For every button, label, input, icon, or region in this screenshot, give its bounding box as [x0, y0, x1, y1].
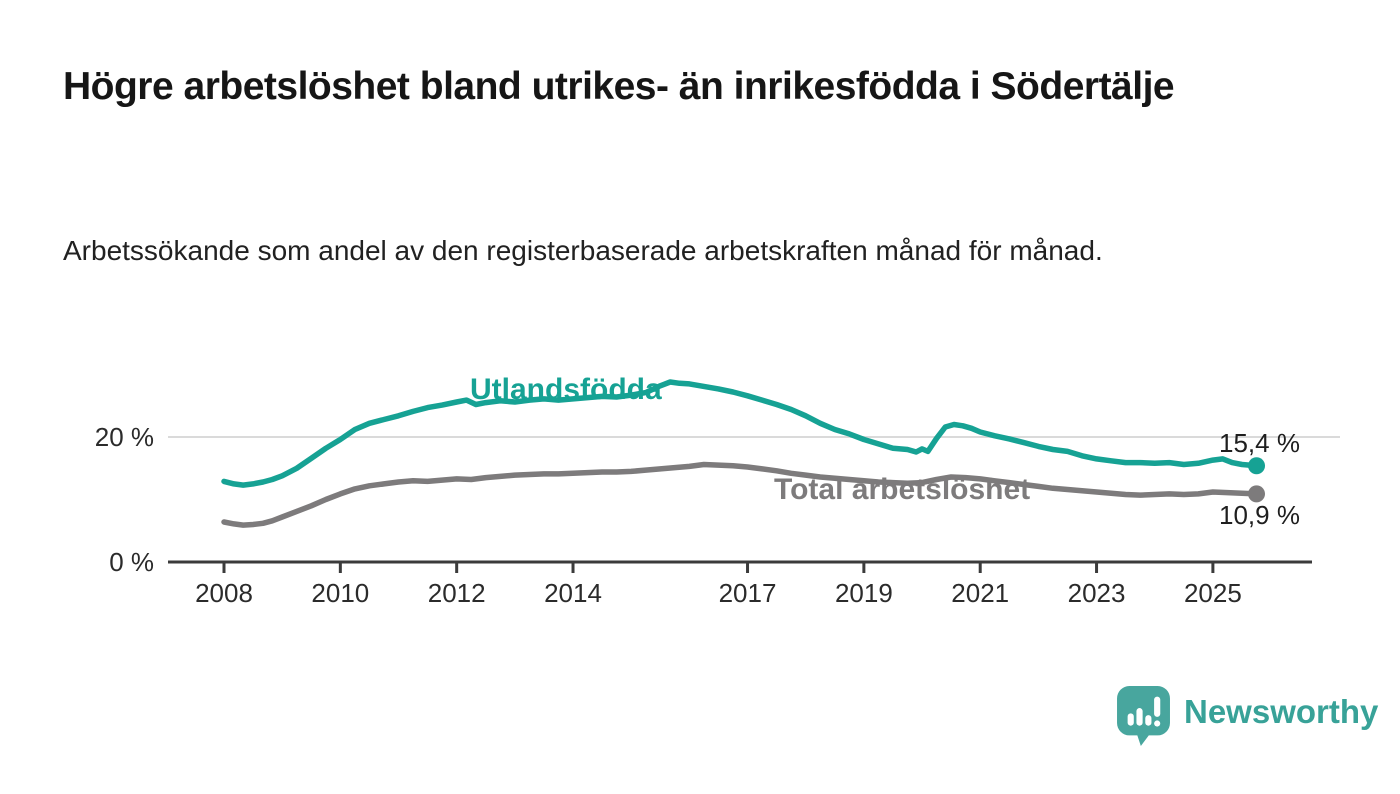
x-tick-label: 2021 [951, 578, 1010, 608]
series-end-dot [1248, 485, 1266, 503]
y-tick-label: 20 % [94, 422, 154, 452]
end-value-label-total: 10,9 % [1219, 500, 1300, 530]
newsworthy-logo: Newsworthy [1117, 686, 1378, 746]
x-tick-label: 2025 [1183, 578, 1242, 608]
end-value-label-utlandsfodda: 15,4 % [1219, 428, 1300, 458]
page-title: Högre arbetslöshet bland utrikes- än inr… [63, 65, 1175, 108]
series-line [221, 461, 1260, 528]
x-tick-label: 2023 [1067, 578, 1126, 608]
y-tick-label: 0 % [109, 547, 154, 577]
x-tick-label: 2014 [544, 578, 602, 608]
x-tick-label: 2010 [311, 578, 370, 608]
newsworthy-wordmark: Newsworthy [1184, 693, 1379, 730]
series-label-utlandsfodda: Utlandsfödda [470, 373, 662, 406]
page-subtitle: Arbetssökande som andel av den registerb… [63, 235, 1103, 266]
x-tick-label: 2008 [195, 578, 253, 608]
x-tick-label: 2012 [427, 578, 486, 608]
x-tick-label: 2019 [834, 578, 893, 608]
bar-chart-speech-bubble-icon [1117, 686, 1170, 746]
series-end-dot [1248, 457, 1266, 475]
series-line [221, 379, 1260, 488]
series-label-total: Total arbetslöshet [774, 473, 1031, 506]
x-tick-label: 2017 [718, 578, 777, 608]
